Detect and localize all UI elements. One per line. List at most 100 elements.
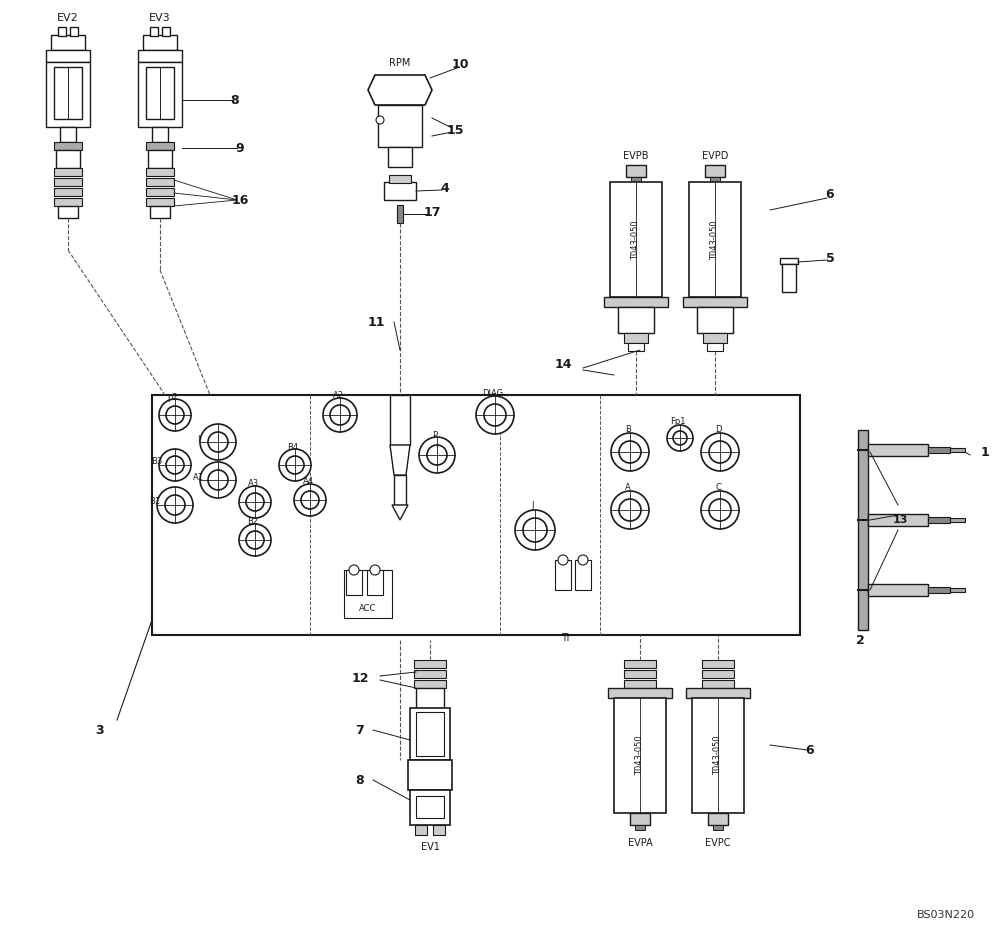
Bar xyxy=(54,188,82,196)
Circle shape xyxy=(166,406,184,424)
Bar xyxy=(378,120,422,124)
Text: 15: 15 xyxy=(446,124,464,137)
Bar xyxy=(54,67,82,119)
Text: 9: 9 xyxy=(236,141,244,154)
Bar xyxy=(54,198,82,206)
Bar xyxy=(624,670,656,678)
Bar xyxy=(146,178,174,186)
Polygon shape xyxy=(390,445,410,475)
Bar xyxy=(624,680,656,688)
Text: RPM: RPM xyxy=(389,58,411,68)
Bar xyxy=(152,395,800,635)
Bar xyxy=(378,105,422,109)
Text: P: P xyxy=(432,431,438,440)
Text: 14: 14 xyxy=(554,358,572,372)
Bar xyxy=(146,198,174,206)
Bar xyxy=(950,588,965,592)
Bar xyxy=(414,680,446,688)
Circle shape xyxy=(578,555,588,565)
Bar xyxy=(146,142,174,150)
Text: A: A xyxy=(625,484,631,492)
Bar xyxy=(868,444,928,456)
Text: EVPC: EVPC xyxy=(705,838,731,848)
Bar xyxy=(58,27,66,36)
Bar xyxy=(950,518,965,522)
Text: EV1: EV1 xyxy=(421,842,439,852)
Bar xyxy=(378,105,422,147)
Bar xyxy=(148,150,172,168)
Bar xyxy=(150,206,170,218)
Bar xyxy=(390,395,410,445)
Text: C: C xyxy=(715,484,721,492)
Bar xyxy=(58,206,78,218)
Circle shape xyxy=(323,398,357,432)
Bar xyxy=(56,150,80,168)
Text: A4: A4 xyxy=(302,477,314,487)
Text: A2: A2 xyxy=(332,390,344,400)
Bar xyxy=(416,796,444,818)
Text: p2: p2 xyxy=(168,392,178,402)
Bar xyxy=(692,698,744,813)
Bar xyxy=(416,688,444,708)
Text: 6: 6 xyxy=(806,743,814,756)
Bar xyxy=(608,688,672,698)
Bar xyxy=(624,333,648,343)
Bar xyxy=(394,475,406,505)
Text: Fp1: Fp1 xyxy=(670,417,686,427)
Circle shape xyxy=(330,405,350,425)
Circle shape xyxy=(476,396,514,434)
Bar xyxy=(410,790,450,825)
Circle shape xyxy=(701,433,739,471)
Bar xyxy=(713,825,723,830)
Bar xyxy=(388,147,412,167)
Bar xyxy=(707,343,723,351)
Circle shape xyxy=(523,518,547,542)
Bar xyxy=(868,584,928,596)
Bar xyxy=(152,127,168,142)
Bar xyxy=(702,660,734,668)
Bar xyxy=(367,570,383,595)
Circle shape xyxy=(427,445,447,465)
Circle shape xyxy=(200,462,236,498)
Circle shape xyxy=(370,565,380,575)
Bar xyxy=(54,168,82,176)
Circle shape xyxy=(701,491,739,529)
Text: 1: 1 xyxy=(981,446,989,459)
Bar xyxy=(138,50,182,62)
Circle shape xyxy=(611,491,649,529)
Bar xyxy=(575,560,591,590)
Bar xyxy=(928,447,950,453)
Bar xyxy=(705,165,725,177)
Bar xyxy=(54,178,82,186)
Circle shape xyxy=(279,449,311,481)
Bar xyxy=(146,188,174,196)
Text: DIAG: DIAG xyxy=(482,388,504,398)
Bar xyxy=(624,660,656,668)
Bar xyxy=(414,660,446,668)
Bar xyxy=(604,297,668,307)
Bar xyxy=(416,712,444,756)
Text: 8: 8 xyxy=(231,94,239,107)
Text: 12: 12 xyxy=(351,671,369,684)
Bar xyxy=(397,205,403,223)
Text: EVPA: EVPA xyxy=(628,838,652,848)
Bar xyxy=(384,182,416,200)
Bar xyxy=(697,317,733,325)
Bar xyxy=(70,27,78,36)
Bar xyxy=(378,135,422,139)
Text: 7: 7 xyxy=(356,724,364,737)
Text: B2: B2 xyxy=(247,518,259,526)
Bar xyxy=(143,35,177,50)
Bar xyxy=(378,130,422,134)
Circle shape xyxy=(208,470,228,490)
Bar xyxy=(618,325,654,333)
Bar xyxy=(868,514,928,526)
Bar xyxy=(138,62,182,127)
Polygon shape xyxy=(392,505,408,520)
Text: J: J xyxy=(532,502,534,510)
Bar xyxy=(614,698,666,813)
Text: EV3: EV3 xyxy=(149,13,171,23)
Bar xyxy=(378,115,422,119)
Circle shape xyxy=(246,531,264,549)
Text: EV2: EV2 xyxy=(57,13,79,23)
